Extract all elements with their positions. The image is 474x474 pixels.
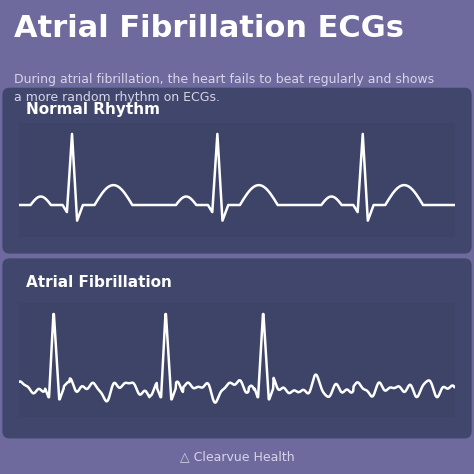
Text: During atrial fibrillation, the heart fails to beat regularly and shows
a more r: During atrial fibrillation, the heart fa… [14,73,434,104]
Text: Normal Rhythm: Normal Rhythm [26,102,160,117]
FancyBboxPatch shape [2,88,472,254]
Text: Atrial Fibrillation: Atrial Fibrillation [26,275,172,290]
Text: △ Clearvue Health: △ Clearvue Health [180,451,294,464]
FancyBboxPatch shape [2,258,472,438]
Text: Atrial Fibrillation ECGs: Atrial Fibrillation ECGs [14,14,404,43]
